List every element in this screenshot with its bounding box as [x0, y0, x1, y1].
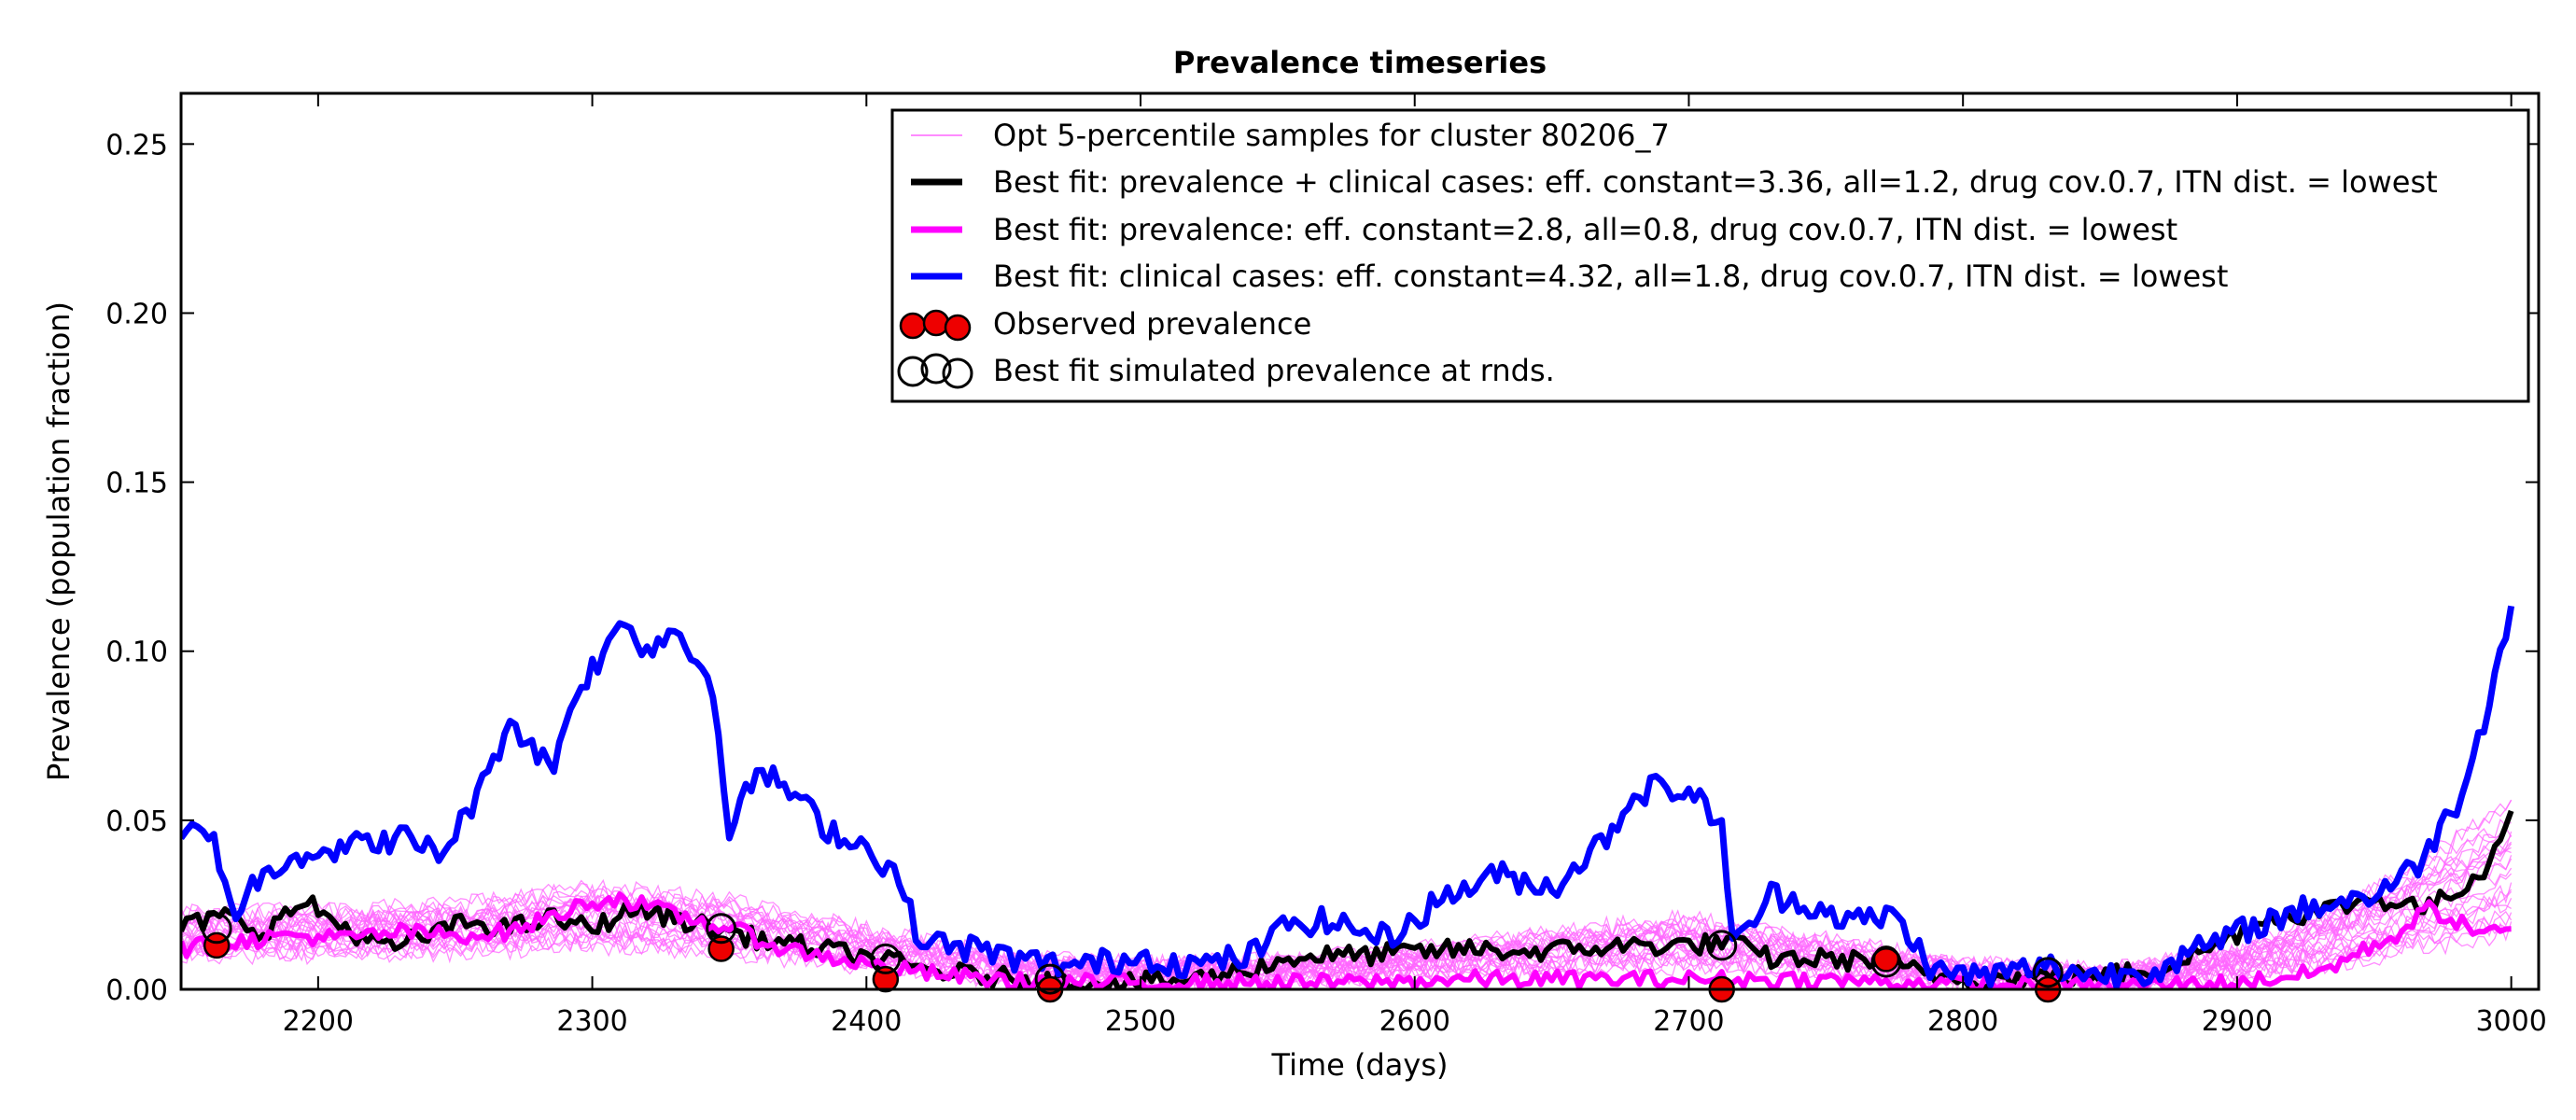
x-axis: 2200 2300 2400 2500 2600 2700 2800 2900 3000: [283, 93, 2547, 1038]
legend-frame: [890, 108, 2530, 403]
y-axis-label: Prevalence (population fraction): [41, 301, 77, 781]
best-fit-clinical-line: [181, 605, 2515, 989]
legend-combined-label: Best fit: prevalence + clinical cases: e…: [993, 164, 2438, 200]
y-tick-label: 0.05: [105, 805, 168, 838]
legend-observed-swatch: [899, 309, 972, 342]
observed-point: [1872, 945, 1900, 973]
simulated-point: [2032, 957, 2064, 988]
sample-lines-group: [181, 799, 2513, 989]
y-tick-label: 0.25: [105, 129, 168, 161]
x-tick-label: 2800: [1927, 1005, 1998, 1038]
legend: Opt 5-percentile samples for cluster 802…: [890, 108, 2530, 403]
x-tick-label: 2300: [556, 1005, 627, 1038]
legend-samples-label: Opt 5-percentile samples for cluster 802…: [993, 118, 1670, 153]
x-tick-label: 2700: [1653, 1005, 1724, 1038]
simulated-point: [870, 943, 902, 974]
legend-observed-label: Observed prevalence: [993, 306, 1311, 342]
legend-simulated-swatch: [897, 353, 973, 389]
simulated-point: [1706, 930, 1738, 961]
best-fit-lines-group: [181, 605, 2515, 989]
simulated-point: [706, 913, 737, 945]
simulated-point: [1034, 963, 1066, 995]
plot-area: [179, 91, 2541, 1003]
x-tick-label: 3000: [2475, 1005, 2546, 1038]
legend-prevalence-label: Best fit: prevalence: eff. constant=2.8,…: [993, 212, 2177, 247]
x-tick-label: 2200: [283, 1005, 354, 1038]
x-tick-label: 2900: [2202, 1005, 2273, 1038]
x-tick-label: 2400: [831, 1005, 902, 1038]
observed-point: [707, 935, 735, 962]
plot-frame: [179, 91, 2541, 991]
simulated-point: [1870, 946, 1902, 978]
legend-simulated-label: Best fit simulated prevalence at rnds.: [993, 353, 1555, 388]
y-tick-label: 0.10: [105, 637, 168, 669]
y-tick-label: 0.15: [105, 468, 168, 500]
legend-clinical-label: Best fit: clinical cases: eff. constant=…: [993, 259, 2228, 294]
y-axis: 0.00 0.05 0.10 0.15 0.20 0.25: [105, 129, 2539, 1007]
x-axis-label: Time (days): [1271, 1047, 1449, 1083]
observed-point: [872, 965, 900, 993]
y-tick-label: 0.00: [105, 974, 168, 1007]
x-tick-label: 2500: [1105, 1005, 1176, 1038]
chart-title: Prevalence timeseries: [1173, 45, 1547, 80]
best-fit-prevalence-line: [181, 891, 2512, 989]
x-tick-label: 2600: [1379, 1005, 1450, 1038]
simulated-point: [201, 913, 232, 945]
sample-line: [181, 814, 2513, 981]
y-tick-label: 0.20: [105, 298, 168, 330]
observed-point: [203, 931, 231, 959]
